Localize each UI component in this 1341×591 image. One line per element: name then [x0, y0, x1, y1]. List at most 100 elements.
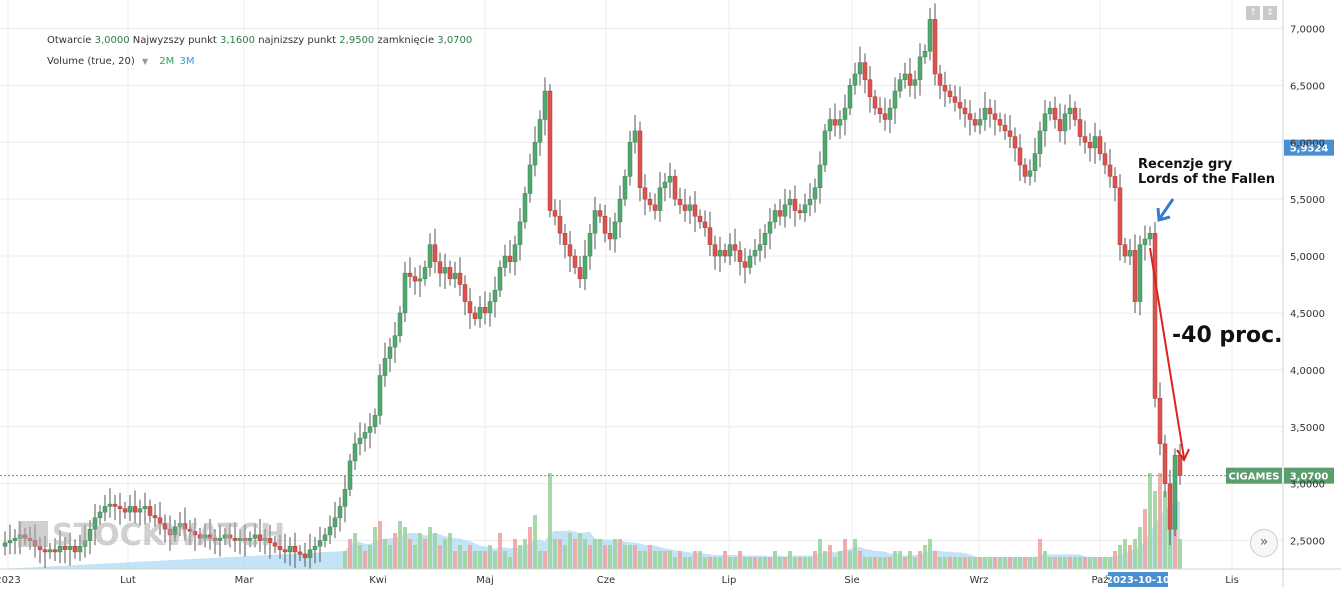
candle-up [372, 415, 378, 427]
candle-down [227, 534, 233, 539]
volume-bar [793, 557, 797, 569]
candle-up [617, 198, 623, 223]
date-tag [1108, 572, 1168, 587]
candle-down [947, 90, 953, 97]
candle-down [942, 85, 948, 92]
candle-down [732, 244, 738, 251]
volume-bar [1118, 545, 1122, 569]
candle-down [1112, 176, 1118, 189]
candle-down [1177, 454, 1183, 476]
candle-down [1107, 164, 1113, 177]
candle-down [1122, 244, 1128, 257]
candle-up [727, 244, 733, 257]
volume-bar [468, 545, 472, 569]
candle-down [557, 215, 563, 234]
candle-down [472, 312, 478, 319]
x-tick-label: Lut [120, 575, 136, 586]
volume-bar [838, 551, 842, 569]
volume-bar [953, 557, 957, 569]
volume-bar [753, 557, 757, 569]
candle-down [62, 545, 68, 550]
candle-down [742, 261, 748, 268]
candle-down [167, 528, 173, 536]
volume-bar [1143, 509, 1147, 569]
candle-up [927, 19, 933, 52]
corner-controls: ↑ ↕ [1246, 6, 1277, 20]
candle-down [867, 79, 873, 97]
candle-up [847, 85, 853, 109]
candle-down [992, 113, 998, 120]
candle-up [347, 460, 353, 490]
candle-up [627, 142, 633, 177]
volume-bar [978, 557, 982, 569]
volume-bar [1173, 515, 1177, 569]
candle-up [852, 73, 858, 86]
volume-bar [933, 551, 937, 569]
candle-down [547, 90, 553, 211]
candle-down [112, 503, 118, 507]
y-tick-label: 5,5000 [1290, 195, 1325, 206]
volume-bar [803, 557, 807, 569]
volume-bar [1023, 557, 1027, 569]
candle-up [657, 187, 663, 211]
candle-up [757, 244, 763, 251]
candle-up [12, 538, 18, 541]
candle-down [182, 523, 188, 530]
volume-label[interactable]: Volume (true, 20) [47, 56, 135, 67]
candle-down [1162, 443, 1168, 484]
candle-down [1087, 142, 1093, 149]
volume-bar [363, 551, 367, 569]
candle-up [397, 312, 403, 336]
volume-bar [423, 539, 427, 569]
volume-bar [718, 557, 722, 569]
volume-bar [723, 551, 727, 569]
scroll-right-button[interactable]: » [1250, 529, 1278, 557]
y-tick-label: 7,0000 [1290, 24, 1325, 35]
candle-down [272, 542, 278, 547]
candle-down [647, 198, 653, 206]
volume-bar [1013, 557, 1017, 569]
volume-bar [548, 473, 552, 569]
candle-up [892, 90, 898, 109]
volume-bar [1078, 557, 1082, 569]
candle-up [177, 523, 183, 528]
volume-bar [443, 539, 447, 569]
volume-bar [1103, 557, 1107, 569]
candle-down [777, 210, 783, 217]
candle-down [407, 272, 413, 277]
candle-down [242, 538, 248, 541]
volume-bar [1098, 557, 1102, 569]
chevron-down-icon[interactable]: ▼ [141, 57, 149, 66]
volume-bar [1058, 557, 1062, 569]
candle-up [1142, 238, 1148, 245]
candle-down [1002, 124, 1008, 132]
candle-up [527, 164, 533, 194]
candle-up [402, 272, 408, 314]
volume-bar [453, 551, 457, 569]
candle-down [1102, 153, 1108, 166]
candle-up [142, 506, 148, 509]
volume-bar [888, 557, 892, 569]
candle-down [792, 198, 798, 211]
candle-down [1077, 119, 1083, 137]
volume-bar [813, 551, 817, 569]
x-tick-label: Wrz [970, 575, 989, 586]
x-tick-label: Mar [235, 575, 255, 586]
volume-bar [1153, 491, 1157, 569]
fullscreen-icon[interactable]: ↕ [1263, 6, 1277, 20]
candle-up [392, 335, 398, 348]
volume-bar [418, 533, 422, 569]
candle-up [747, 255, 753, 268]
candle-up [1042, 113, 1048, 132]
candle-up [837, 119, 843, 126]
candle-down [1007, 130, 1013, 137]
candle-up [382, 358, 388, 376]
candle-down [872, 96, 878, 109]
volume-bar [1063, 557, 1067, 569]
candle-up [1127, 250, 1133, 257]
candle-up [417, 278, 423, 282]
candle-up [782, 204, 788, 217]
settings-icon[interactable]: ↑ [1246, 6, 1260, 20]
